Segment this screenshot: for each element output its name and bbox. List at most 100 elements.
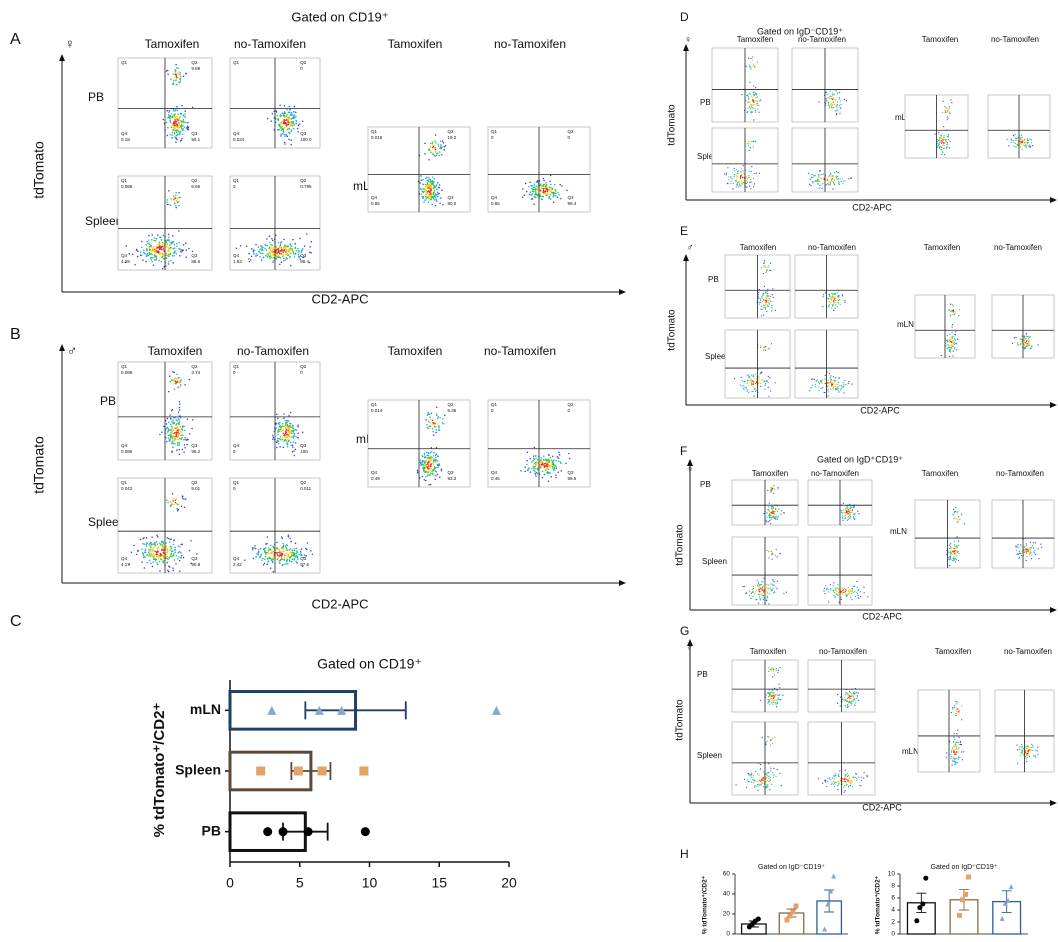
event-dot: [770, 301, 771, 302]
event-dot: [837, 594, 838, 595]
event-dot: [183, 425, 185, 427]
event-dot: [854, 586, 855, 587]
event-dot: [560, 198, 562, 200]
event-dot: [772, 737, 773, 738]
event-dot: [424, 153, 426, 155]
event-dot: [278, 438, 280, 440]
event-dot: [864, 592, 865, 593]
event-dot: [950, 558, 951, 559]
event-dot: [559, 184, 561, 186]
event-dot: [292, 444, 294, 446]
panel-label: D: [680, 10, 689, 24]
event-dot: [141, 247, 143, 249]
panel-label: F: [680, 444, 687, 458]
event-dot: [172, 555, 174, 557]
event-dot: [184, 437, 186, 439]
event-dot: [178, 242, 180, 244]
event-dot: [839, 105, 840, 106]
event-dot: [767, 269, 768, 270]
event-dot: [847, 776, 848, 777]
event-dot: [845, 515, 846, 516]
event-dot: [776, 704, 777, 705]
event-dot: [176, 435, 178, 437]
event-dot: [754, 173, 755, 174]
event-dot: [184, 444, 186, 446]
event-dot: [427, 463, 429, 465]
event-dot: [283, 447, 285, 449]
event-dot: [296, 436, 298, 438]
event-dot: [838, 588, 839, 589]
event-dot: [168, 234, 170, 236]
event-dot: [747, 102, 748, 103]
event-dot: [953, 309, 954, 310]
event-dot: [815, 175, 816, 176]
event-dot: [286, 548, 288, 550]
event-dot: [947, 341, 948, 342]
event-dot: [751, 166, 752, 167]
event-dot: [291, 123, 293, 125]
event-dot: [555, 189, 557, 191]
event-dot: [436, 453, 438, 455]
event-dot: [838, 783, 839, 784]
event-dot: [171, 134, 173, 136]
event-dot: [1033, 547, 1034, 548]
event-dot: [555, 195, 557, 197]
event-dot: [850, 692, 851, 693]
event-dot: [425, 184, 427, 186]
event-dot: [434, 199, 436, 201]
event-dot: [1011, 139, 1012, 140]
event-dot: [438, 429, 440, 431]
event-dot: [949, 310, 950, 311]
event-dot: [174, 377, 176, 379]
event-dot: [828, 184, 829, 185]
event-dot: [762, 782, 763, 783]
event-dot: [534, 196, 536, 198]
event-dot: [543, 459, 545, 461]
event-dot: [172, 241, 174, 243]
event-dot: [426, 424, 428, 426]
event-dot: [285, 545, 287, 547]
event-dot: [1030, 549, 1031, 550]
event-dot: [532, 185, 534, 187]
event-dot: [767, 509, 768, 510]
event-dot: [775, 511, 776, 512]
event-dot: [848, 706, 849, 707]
event-dot: [743, 170, 744, 171]
event-dot: [168, 111, 170, 113]
event-dot: [941, 149, 942, 150]
event-dot: [1033, 548, 1034, 549]
event-dot: [532, 190, 534, 192]
event-dot: [838, 378, 839, 379]
event-dot: [434, 468, 436, 470]
event-dot: [942, 151, 943, 152]
event-dot: [779, 687, 780, 688]
event-dot: [150, 257, 152, 259]
event-dot: [298, 554, 300, 556]
event-dot: [541, 198, 543, 200]
event-dot: [951, 345, 952, 346]
panel-label: A: [10, 31, 21, 48]
event-dot: [766, 694, 767, 695]
event-dot: [253, 251, 255, 253]
event-dot: [953, 518, 954, 519]
event-dot: [752, 381, 753, 382]
event-dot: [945, 142, 946, 143]
event-dot: [263, 257, 265, 259]
event-dot: [251, 248, 253, 250]
event-dot: [845, 180, 846, 181]
event-dot: [170, 505, 172, 507]
event-dot: [433, 474, 435, 476]
event-dot: [821, 174, 822, 175]
condition-header: Tamoxifen: [924, 243, 960, 252]
event-dot: [437, 194, 439, 196]
event-dot: [774, 695, 775, 696]
event-dot: [854, 705, 855, 706]
event-dot: [773, 671, 774, 672]
event-dot: [282, 430, 284, 432]
event-dot: [295, 116, 297, 118]
event-dot: [770, 740, 771, 741]
event-dot: [777, 556, 778, 557]
event-dot: [158, 260, 160, 262]
event-dot: [747, 178, 748, 179]
event-dot: [266, 552, 268, 554]
